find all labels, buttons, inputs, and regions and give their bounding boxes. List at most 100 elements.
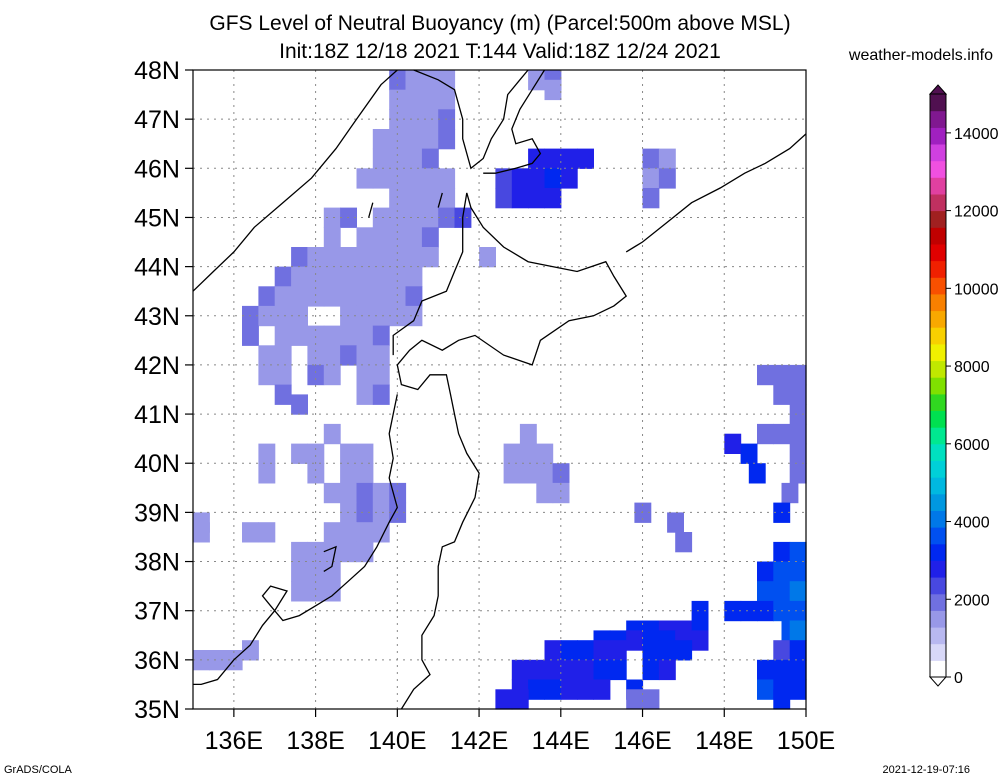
heatmap-cell: [389, 247, 407, 268]
colorbar-segment: [930, 560, 946, 578]
heatmap-cell: [789, 463, 807, 484]
coastline: [193, 394, 398, 686]
heatmap-cell: [340, 463, 357, 484]
heatmap-cell: [291, 443, 308, 464]
heatmap-cell: [421, 207, 439, 228]
heatmap-cell: [438, 89, 456, 110]
heatmap-cell: [372, 502, 390, 523]
heatmap-cell: [340, 482, 357, 504]
heatmap-cell: [389, 227, 407, 248]
heatmap-cell: [356, 305, 374, 327]
heatmap-cell: [372, 129, 390, 150]
heatmap-cell: [773, 541, 791, 563]
heatmap-cell: [405, 207, 423, 228]
heatmap-cell: [323, 227, 341, 248]
heatmap-cell: [356, 345, 374, 366]
heatmap-cell: [789, 679, 807, 700]
colorbar-segment: [930, 260, 946, 278]
heatmap-cell: [323, 364, 341, 386]
heatmap-cell: [773, 423, 791, 445]
coastlines: [192, 69, 807, 710]
heatmap-cell: [642, 689, 660, 710]
x-tick-label: 138E: [286, 727, 344, 755]
y-tick-label: 46N: [134, 155, 180, 183]
colorbar-segment: [930, 443, 946, 461]
heatmap-cell: [528, 659, 545, 681]
heatmap-cell: [789, 443, 807, 464]
heatmap-cell: [291, 266, 308, 287]
colorbar-segment: [930, 110, 946, 128]
heatmap-cell: [372, 168, 390, 189]
colorbar-segment: [930, 593, 946, 611]
heatmap-cell: [773, 364, 791, 386]
heatmap-cell: [789, 404, 807, 425]
colorbar-tick-label: 0: [954, 670, 963, 687]
heatmap-cell: [340, 325, 357, 346]
colorbar-segment: [930, 193, 946, 212]
colorbar-segment: [930, 277, 946, 295]
heatmap-cell: [789, 620, 807, 641]
coastline: [396, 192, 628, 710]
heatmap-cell: [577, 148, 594, 169]
heatmap-cell: [323, 423, 341, 445]
heatmap-cell: [323, 266, 341, 287]
heatmap-cell: [307, 463, 325, 484]
heatmap-cell: [307, 325, 325, 346]
y-tick-label: 35N: [134, 696, 180, 724]
heatmap-cell: [372, 384, 390, 405]
colorbar-tick-label: 10000: [954, 281, 999, 298]
heatmap-cell: [291, 581, 308, 602]
heatmap-cell: [511, 659, 529, 681]
colorbar-tick-label: 4000: [954, 515, 990, 532]
heatmap-cell: [356, 266, 374, 287]
coastline: [192, 69, 398, 292]
heatmap-cell: [773, 689, 791, 710]
colorbar-segment: [930, 427, 946, 445]
colorbar-segment: [930, 177, 946, 195]
heatmap-cell: [609, 640, 627, 661]
coastline: [437, 192, 443, 208]
heatmap-cell: [658, 640, 676, 661]
heatmap-cell: [323, 325, 341, 346]
heatmap-cell: [658, 148, 676, 169]
y-tick-label: 43N: [134, 303, 180, 331]
y-tick-label: 36N: [134, 647, 180, 675]
heatmap-cell: [389, 266, 407, 287]
heatmap-cell: [323, 561, 341, 582]
heatmap-cell: [323, 207, 341, 228]
heatmap-cell: [291, 286, 308, 307]
heatmap-cell: [421, 109, 439, 130]
heatmap-cell: [323, 581, 341, 602]
heatmap-cell: [438, 70, 456, 91]
heatmap-cell: [560, 640, 578, 661]
heatmap-cell: [242, 325, 259, 346]
heatmap-cell: [323, 247, 341, 268]
heatmap-cell: [536, 443, 554, 464]
heatmap-cell: [781, 482, 799, 504]
heatmap-cell: [274, 266, 292, 287]
heatmap-cell: [421, 70, 439, 91]
heatmap-cell: [789, 659, 807, 681]
heatmap-cell: [757, 600, 774, 622]
heatmap-cell: [511, 188, 529, 209]
heatmap-cell: [389, 188, 407, 209]
heatmap-cell: [356, 522, 374, 543]
heatmap-cell: [405, 227, 423, 248]
chart-subtitle: Init:18Z 12/18 2021 T:144 Valid:18Z 12/2…: [279, 40, 721, 63]
heatmap-cell: [773, 561, 791, 582]
colorbar-segment: [930, 360, 946, 378]
heatmap-cell: [323, 345, 341, 366]
colorbar-segment: [930, 210, 946, 228]
coastline: [483, 69, 546, 174]
heatmap-cell: [258, 463, 276, 484]
colorbar-segment: [930, 343, 946, 362]
heatmap-cell: [323, 541, 341, 563]
heatmap-cell: [593, 659, 611, 681]
heatmap-cell: [757, 364, 774, 386]
heatmap-cell: [519, 463, 537, 484]
heatmap-cell: [544, 679, 562, 700]
y-tick-label: 44N: [134, 254, 180, 282]
heatmap-cell: [544, 168, 562, 189]
heatmap-cell: [519, 443, 537, 464]
